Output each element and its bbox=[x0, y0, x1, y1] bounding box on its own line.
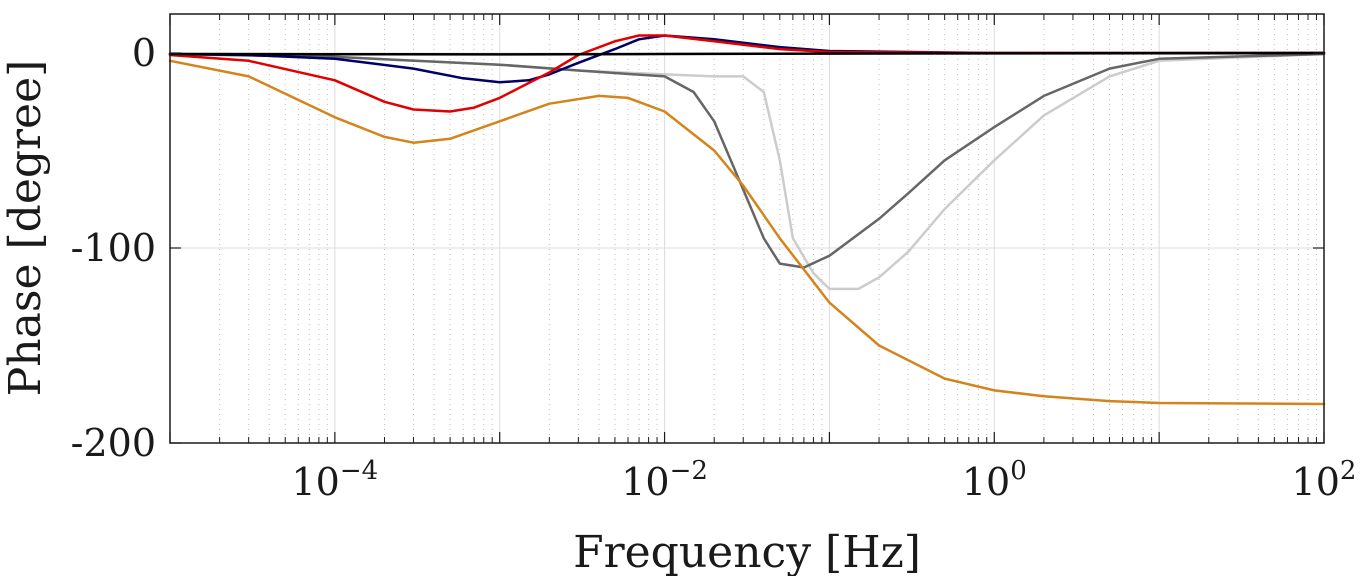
series-line bbox=[168, 34, 1326, 84]
y-tick-labels: 0 -100 -200 bbox=[71, 31, 156, 465]
x-tick-label: 100 bbox=[962, 456, 1027, 504]
x-tick-label: 10−4 bbox=[292, 456, 379, 504]
x-tick-label: 10−2 bbox=[621, 456, 708, 504]
series-group bbox=[168, 34, 1326, 406]
y-tick-label: 0 bbox=[132, 31, 156, 75]
series-line bbox=[168, 51, 1326, 56]
x-axis-title: Frequency [Hz] bbox=[573, 527, 921, 576]
y-axis-title: Phase [degree] bbox=[0, 60, 51, 397]
series-line bbox=[168, 34, 1326, 113]
x-tick-label: 102 bbox=[1292, 456, 1357, 504]
series-line bbox=[168, 59, 1326, 406]
x-tick-labels: 10−4 10−2 100 102 bbox=[292, 456, 1357, 504]
y-tick-label: -200 bbox=[71, 421, 156, 465]
series-line bbox=[168, 52, 1326, 269]
tick-marks bbox=[169, 14, 1325, 444]
y-tick-label: -100 bbox=[71, 226, 156, 270]
plot-frame bbox=[169, 13, 1325, 444]
series-line bbox=[168, 52, 1326, 291]
